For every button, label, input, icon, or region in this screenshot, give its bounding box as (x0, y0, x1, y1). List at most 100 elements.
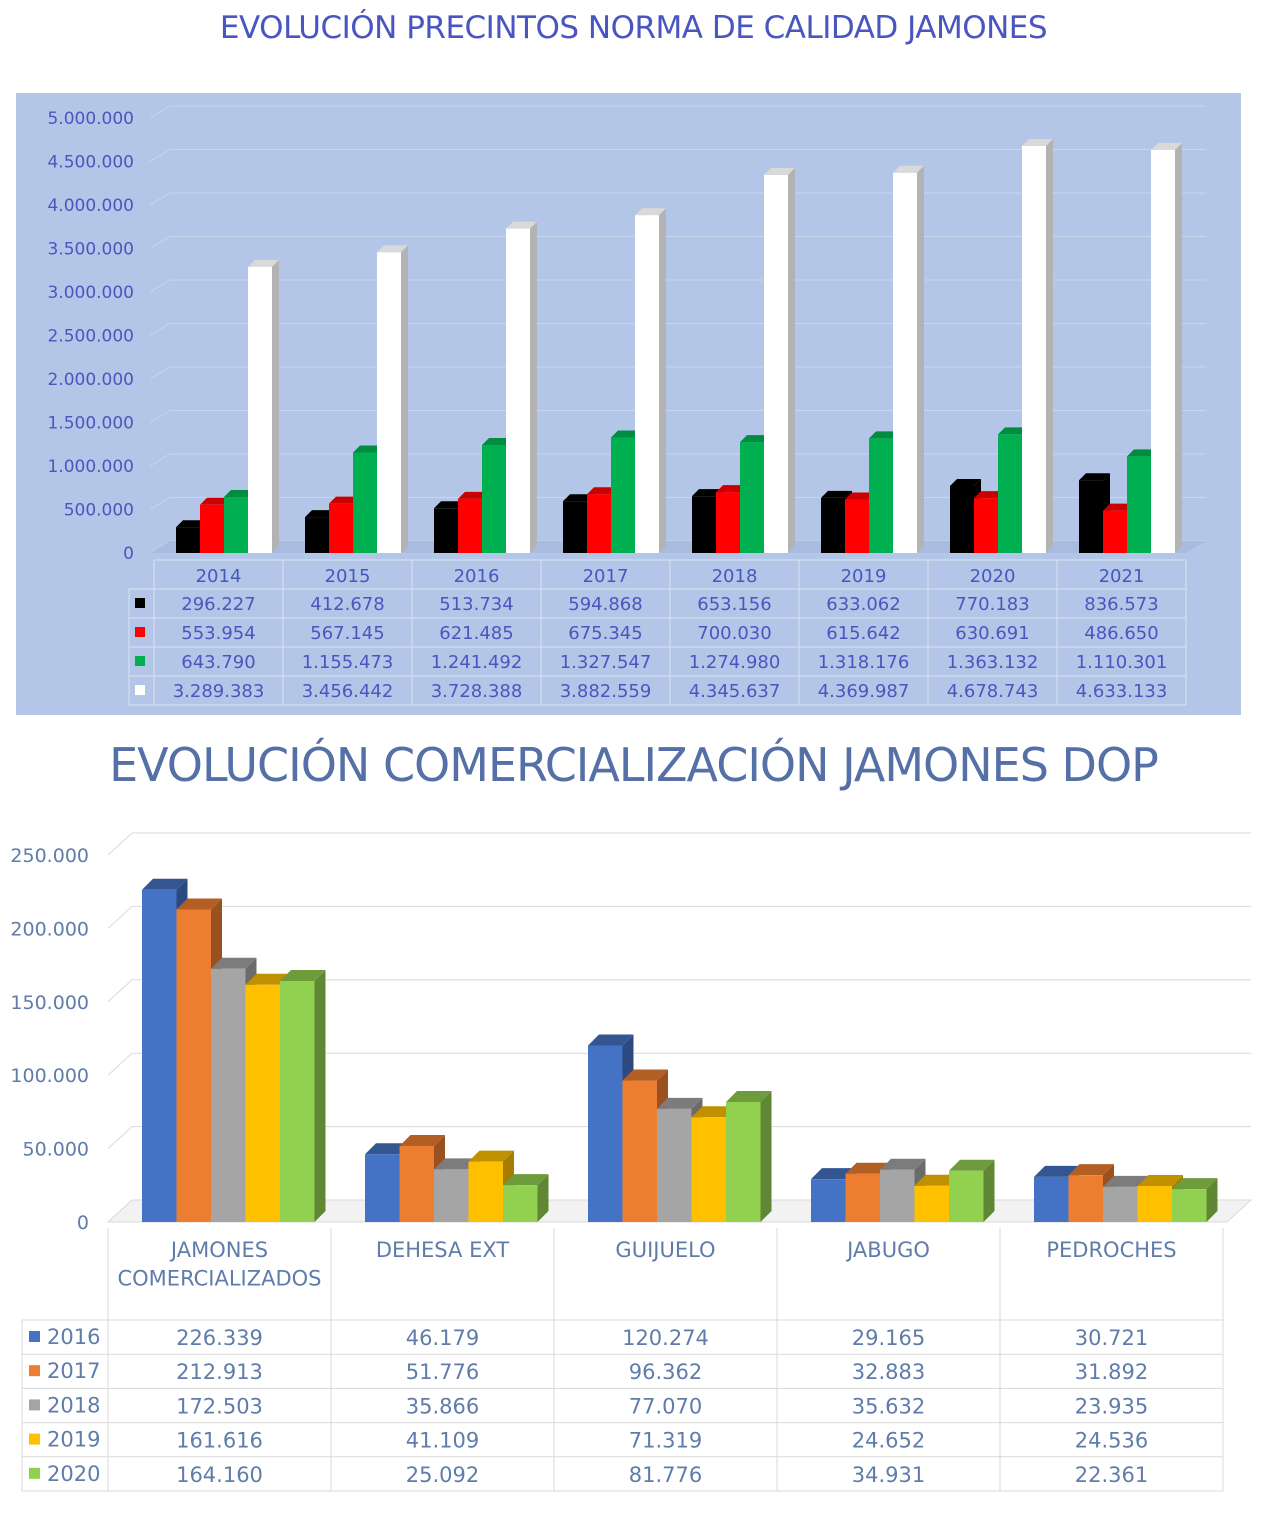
chart1-bar-front (821, 497, 845, 553)
chart1-floor (150, 541, 1206, 553)
chart2-legend-key (29, 1399, 40, 1411)
chart1-bar-top (869, 431, 900, 439)
chart2-bar-top (1068, 1164, 1114, 1176)
chart1-data-label: 296.227 (181, 594, 255, 615)
chart1-y-tick-label: 3.500.000 (47, 240, 134, 260)
chart2-data-label: 212.913 (176, 1360, 263, 1384)
chart2-bar-front (365, 1154, 400, 1222)
chart1-bar-top (635, 208, 666, 216)
chart2-y-tick-label: 200.000 (10, 918, 89, 940)
chart2-bar (949, 1159, 995, 1222)
chart1-y-tick-label: 4.000.000 (47, 196, 134, 216)
chart2-bar-front (1137, 1185, 1172, 1222)
chart2-bar-top (468, 1150, 514, 1162)
chart1-legend-key (135, 598, 145, 608)
chart2-bar-top (914, 1174, 960, 1186)
chart1-data-label: 412.678 (310, 594, 384, 615)
chart2-bar-top (399, 1134, 445, 1146)
chart1-data-label: 675.345 (568, 623, 642, 644)
chart1-bar (1151, 142, 1182, 554)
chart1-bar-front (1079, 480, 1103, 553)
chart2-bar-front (211, 968, 246, 1222)
chart2-data-label: 161.616 (176, 1429, 263, 1453)
chart1-data-label: 1.363.132 (947, 652, 1039, 673)
chart2-legend-key (29, 1365, 40, 1377)
chart1-y-tick-label: 5.000.000 (47, 109, 134, 129)
chart1-bar-top (1079, 473, 1110, 481)
chart1-y-tick-label: 1.000.000 (47, 457, 134, 477)
chart2-data-label: 226.339 (176, 1326, 263, 1350)
chart1-gridline-depth (149, 105, 171, 119)
chart1-category-label: 2021 (1099, 566, 1145, 587)
chart2-category-label: DEHESA EXT (376, 1238, 510, 1262)
chart1-data-label: 4.369.987 (818, 681, 910, 702)
chart1-bar-top (248, 259, 279, 267)
chart1-data-label: 594.868 (568, 594, 642, 615)
chart1-gridline-depth (149, 323, 171, 336)
chart1-bar-top (353, 445, 384, 453)
chart2-data-label: 24.652 (852, 1429, 925, 1453)
chart2-y-tick-label: 100.000 (10, 1065, 89, 1087)
chart2-data-label: 71.319 (629, 1429, 702, 1453)
chart1-bar-side (530, 221, 537, 553)
chart1-bar (764, 167, 795, 554)
chart2-data-label: 41.109 (406, 1429, 479, 1453)
chart2-bar-front (1172, 1189, 1207, 1222)
chart2-y-tick-label: 250.000 (10, 845, 89, 867)
chart1-bar-front (950, 485, 974, 553)
chart2-bar-top (622, 1069, 668, 1081)
chart2-category-label: JAMONES COMERCIALIZADOS (117, 1238, 321, 1291)
chart1-bar-top (974, 491, 1005, 499)
chart1-bar-front (611, 437, 635, 553)
chart1-y-tick-label: 4.500.000 (47, 153, 134, 173)
chart2-bar-side (760, 1090, 772, 1222)
chart1-category-label: 2014 (196, 566, 242, 587)
chart1-bar-front (1127, 456, 1151, 553)
chart1-data-label: 1.318.176 (818, 652, 910, 673)
chart2-bar-top (657, 1097, 703, 1109)
chart1-bar-top (716, 485, 747, 493)
chart1-data-label: 3.882.559 (560, 681, 652, 702)
chart1-bar-top (1127, 449, 1158, 457)
chart1-bar (506, 221, 537, 553)
chart2-bar-top (726, 1090, 772, 1102)
chart1-data-label: 3.456.442 (302, 681, 394, 702)
chart1-data-label: 513.734 (439, 594, 513, 615)
chart1-bar-front (563, 501, 587, 553)
chart1-data-label: 836.573 (1084, 594, 1158, 615)
chart1-category-label: 2020 (970, 566, 1016, 587)
chart1-bar (377, 245, 408, 553)
chart1-bar-top (764, 167, 795, 175)
chart2-data-label: 29.165 (852, 1326, 925, 1350)
chart2-bar-front (914, 1185, 949, 1222)
chart1-data-label: 621.485 (439, 623, 513, 644)
chart2-bar-front (434, 1169, 469, 1222)
chart2-bar-top (365, 1143, 411, 1155)
chart2-data-label: 32.883 (852, 1360, 925, 1384)
chart1-bar-front (1151, 149, 1175, 554)
chart1-bar-front (764, 174, 788, 554)
chart2-bar-front (399, 1145, 434, 1222)
chart1-y-tick-label: 0 (123, 544, 134, 564)
chart1-bar-front (377, 252, 401, 553)
chart2-bar-top (1034, 1165, 1080, 1177)
chart1-bar-front (893, 172, 917, 553)
chart2-bar-front (280, 981, 315, 1222)
chart1-bar-front (248, 266, 272, 553)
chart1-bar-top (305, 510, 336, 518)
chart2-legend-label: 2019 (47, 1428, 100, 1452)
chart1-bar-top (845, 492, 876, 500)
chart1-data-label: 567.145 (310, 623, 384, 644)
chart2-data-label: 22.361 (1075, 1463, 1148, 1487)
chart1-bar (893, 165, 924, 553)
chart1-bar-top (482, 437, 513, 445)
chart2-data-label: 35.632 (852, 1394, 925, 1418)
chart1-data-label: 4.345.637 (689, 681, 781, 702)
chart1-data-label: 553.954 (181, 623, 255, 644)
chart1-data-label: 643.790 (181, 652, 255, 673)
chart2-bar-side (1206, 1178, 1218, 1222)
chart1-bar-side (659, 208, 666, 554)
chart1-data-label: 3.728.388 (431, 681, 523, 702)
chart2-bar-front (811, 1179, 846, 1222)
chart2-bar-top (1103, 1175, 1149, 1187)
